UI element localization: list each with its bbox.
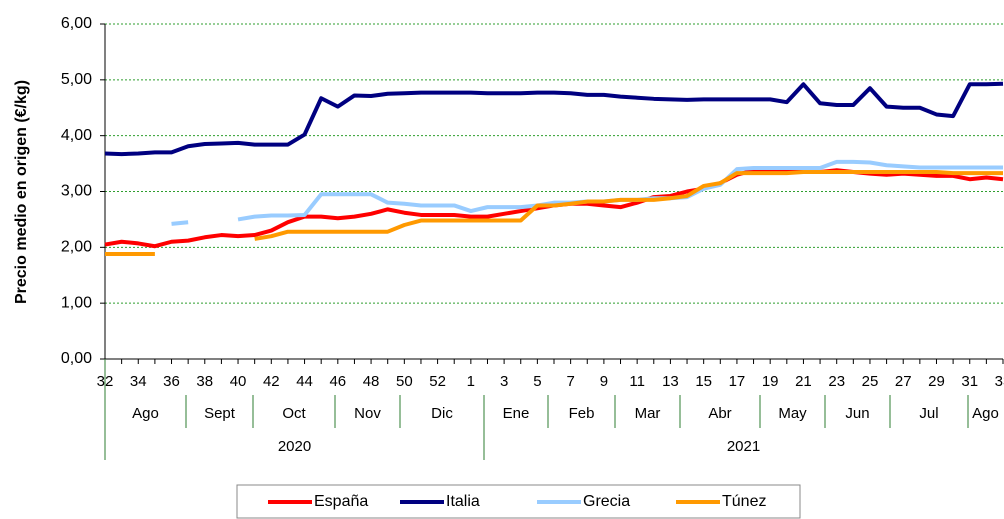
x-tick-label: 25 — [862, 373, 879, 390]
x-tick-label: 9 — [600, 373, 608, 390]
month-label: Sept — [204, 405, 236, 422]
x-tick-label: 7 — [566, 373, 574, 390]
month-label: Feb — [569, 405, 595, 422]
y-axis-label: Precio medio en origen (€/kg) — [13, 80, 30, 304]
x-tick-label: 52 — [429, 373, 446, 390]
month-label: Ago — [132, 405, 159, 422]
month-label: Oct — [282, 405, 306, 422]
y-tick-label: 2,00 — [61, 239, 92, 256]
series-line — [254, 169, 1003, 241]
month-label: Nov — [354, 405, 381, 422]
x-tick-label: 50 — [396, 373, 413, 390]
x-tick-label: 27 — [895, 373, 912, 390]
x-tick-label: 29 — [928, 373, 945, 390]
legend-label: Italia — [446, 493, 480, 510]
year-label: 2021 — [727, 438, 760, 455]
x-tick-label: 17 — [729, 373, 746, 390]
x-tick-label: 34 — [130, 373, 147, 390]
series-line — [104, 168, 1004, 249]
x-tick-label: 33 — [995, 373, 1004, 390]
year-label: 2020 — [278, 438, 311, 455]
legend-label: Grecia — [583, 493, 630, 510]
x-tick-label: 3 — [500, 373, 508, 390]
month-label: Ago — [972, 405, 999, 422]
month-label: Ene — [503, 405, 530, 422]
x-tick-label: 31 — [961, 373, 978, 390]
x-tick-label: 1 — [467, 373, 475, 390]
x-tick-label: 36 — [163, 373, 180, 390]
legend-label: España — [314, 493, 368, 510]
x-tick-label: 19 — [762, 373, 779, 390]
series-line — [104, 81, 1004, 157]
x-tick-label: 38 — [196, 373, 213, 390]
month-label: Jul — [919, 405, 938, 422]
x-tick-label: 23 — [828, 373, 845, 390]
month-label: Abr — [708, 405, 731, 422]
x-tick-label: 13 — [662, 373, 679, 390]
y-tick-label: 3,00 — [61, 183, 92, 200]
legend-label: Túnez — [722, 493, 766, 510]
x-tick-label: 42 — [263, 373, 280, 390]
x-tick-label: 44 — [296, 373, 313, 390]
x-tick-label: 21 — [795, 373, 812, 390]
y-tick-label: 6,00 — [61, 15, 92, 32]
x-tick-label: 40 — [230, 373, 247, 390]
month-label: May — [778, 405, 807, 422]
month-label: Mar — [635, 405, 661, 422]
y-tick-label: 0,00 — [61, 350, 92, 367]
series-line — [171, 220, 189, 226]
y-tick-label: 5,00 — [61, 71, 92, 88]
x-tick-label: 46 — [329, 373, 346, 390]
month-label: Jun — [845, 405, 869, 422]
x-tick-label: 48 — [363, 373, 380, 390]
y-tick-label: 4,00 — [61, 127, 92, 144]
y-tick-label: 1,00 — [61, 294, 92, 311]
month-label: Dic — [431, 405, 453, 422]
x-tick-label: 5 — [533, 373, 541, 390]
x-tick-label: 11 — [629, 373, 645, 390]
x-tick-label: 15 — [695, 373, 712, 390]
